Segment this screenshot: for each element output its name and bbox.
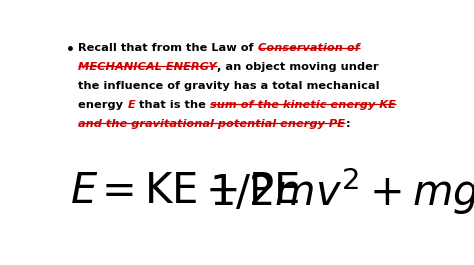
Text: MECHANICAL ENERGY: MECHANICAL ENERGY bbox=[78, 62, 217, 72]
Text: sum of the kinetic energy KE: sum of the kinetic energy KE bbox=[210, 100, 396, 110]
Text: $\mathregular{1/2}\mathit{mv}^{\mathregular{2}} + \mathit{mgy}$: $\mathregular{1/2}\mathit{mv}^{\mathregu… bbox=[209, 165, 474, 217]
Text: :: : bbox=[346, 119, 350, 129]
Text: $\mathit{E}$: $\mathit{E}$ bbox=[70, 170, 98, 212]
Text: •: • bbox=[66, 43, 75, 57]
Text: E: E bbox=[128, 100, 135, 110]
Text: that is the: that is the bbox=[135, 100, 210, 110]
Text: the influence of gravity has a total mechanical: the influence of gravity has a total mec… bbox=[78, 81, 380, 91]
Text: Recall that from the Law of: Recall that from the Law of bbox=[78, 43, 258, 53]
Text: energy: energy bbox=[78, 100, 128, 110]
Text: , an object moving under: , an object moving under bbox=[217, 62, 379, 72]
Text: and the gravitational potential energy PE: and the gravitational potential energy P… bbox=[78, 119, 346, 129]
Text: Conservation of: Conservation of bbox=[258, 43, 360, 53]
Text: $= \mathregular{KE} + \mathregular{PE}$: $= \mathregular{KE} + \mathregular{PE}$ bbox=[93, 170, 300, 212]
